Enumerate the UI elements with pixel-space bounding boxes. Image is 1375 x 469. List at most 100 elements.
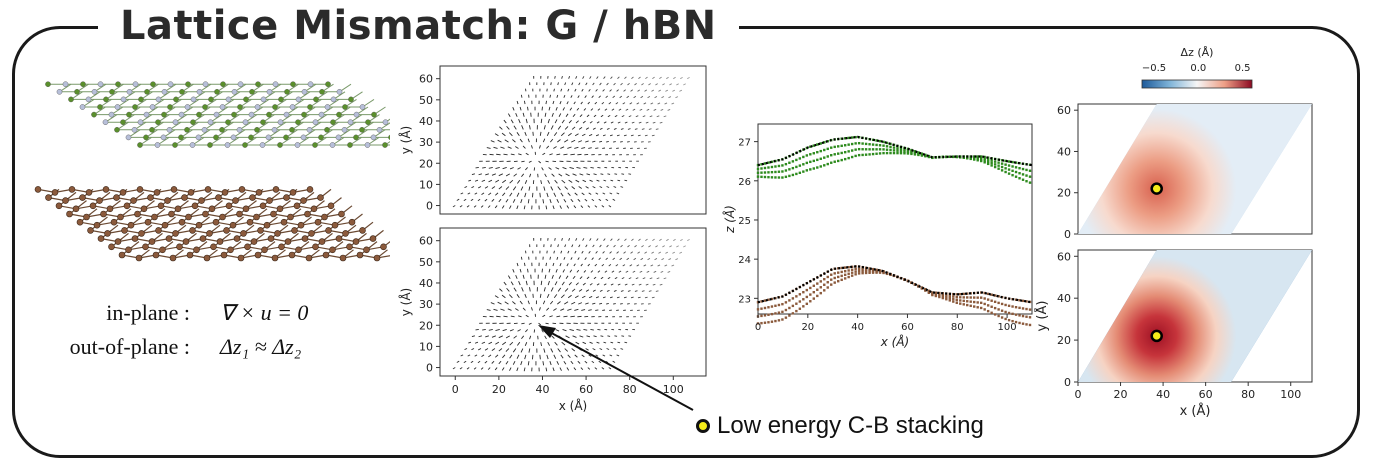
field-arrow [595,296,600,299]
data-point [864,153,868,156]
data-point [1018,314,1021,317]
outofplane-label: out-of-plane : [69,334,190,359]
lattice-atom [189,142,196,148]
field-arrow [651,134,655,137]
field-arrow [543,287,546,292]
data-point [805,295,809,299]
lattice-atom [233,235,241,242]
data-point [875,271,878,274]
data-point [826,155,829,158]
field-arrow [610,179,614,182]
field-arrow [460,354,464,357]
field-arrow [561,281,565,286]
data-point [938,295,941,299]
field-arrow [512,107,515,111]
data-point [784,175,788,179]
lattice-atom [219,104,226,110]
lattice-atom [359,227,366,234]
inplane-expression: ∇ × u = 0 [220,300,309,325]
data-point [763,162,767,165]
data-point [966,296,969,299]
data-point [948,294,951,298]
lattice-atom [371,111,377,118]
data-point [823,289,826,292]
data-point [1018,177,1021,180]
data-point [823,277,826,281]
lattice-atom [339,254,347,262]
field-arrow [605,257,609,261]
field-arrow [556,94,559,98]
data-point [864,271,868,275]
field-arrow [550,287,554,292]
lattice-atom [125,246,132,254]
field-arrow [593,173,597,176]
outofplane-expression: Δz₁ ≈ Δz₂ [220,334,302,359]
field-arrow [644,134,648,137]
field-arrow [654,258,658,261]
data-point [1011,305,1014,308]
lattice-atom [117,213,124,221]
data-point [795,158,798,162]
field-arrow [644,89,648,92]
field-arrow [585,186,589,189]
field-arrow [624,238,627,242]
data-point [864,268,868,271]
data-point [816,166,819,169]
field-arrow [456,198,460,201]
field-arrow [497,139,502,143]
field-arrow [554,119,558,124]
lattice-atom [370,134,377,141]
field-arrow [538,322,542,326]
data-point [854,267,857,271]
field-arrow [610,121,614,124]
field-arrow [502,354,506,359]
field-arrow [552,205,555,210]
field-arrow [522,307,526,311]
data-point [847,269,850,272]
field-arrow [640,257,644,261]
field-arrow [616,134,620,137]
data-point [795,309,798,313]
lattice-atom [68,96,74,103]
data-point [976,306,979,309]
field-arrow [585,140,589,143]
slide-title: Lattice Mismatch: G / hBN [98,0,739,52]
field-arrow [542,138,546,143]
data-point [854,270,857,273]
lattice-atom [301,111,307,118]
data-point [993,313,997,316]
field-arrow [475,329,479,331]
field-arrow [495,341,500,345]
data-point [1004,163,1007,166]
data-point [1011,169,1014,173]
field-arrow [655,290,659,292]
data-point [979,159,983,163]
lattice-atom [290,81,296,87]
field-arrow [520,348,524,353]
data-point [889,151,892,155]
data-point [976,155,979,158]
data-point [843,269,847,273]
data-point [809,293,812,296]
lattice-atom [225,119,231,126]
field-arrow [565,275,569,279]
field-arrow [631,121,635,124]
data-point [1028,323,1032,327]
field-arrow [645,238,648,242]
field-arrow [662,83,665,86]
field-arrow [520,199,523,204]
vector-field [452,75,690,210]
field-arrow [563,315,568,318]
field-arrow [471,348,475,351]
field-arrow [477,198,481,202]
data-point [906,149,910,152]
data-point [962,292,965,296]
lattice-atom [347,119,354,126]
data-point [1007,172,1011,175]
x-axis-label: x (Å) [1180,403,1211,419]
lattice-atom [210,243,217,251]
y-tick-label: 40 [419,115,433,128]
field-arrow [466,205,470,208]
field-arrow [502,341,507,346]
lattice-atom [149,127,155,133]
